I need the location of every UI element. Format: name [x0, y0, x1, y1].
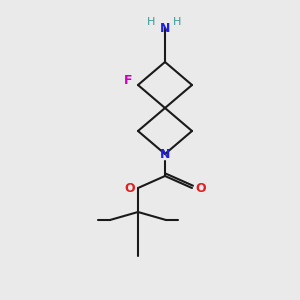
Text: H: H [147, 17, 155, 27]
Text: H: H [173, 17, 181, 27]
Text: F: F [124, 74, 132, 86]
Text: N: N [160, 22, 170, 34]
Text: O: O [125, 182, 135, 194]
Text: N: N [160, 148, 170, 160]
Text: O: O [196, 182, 206, 194]
